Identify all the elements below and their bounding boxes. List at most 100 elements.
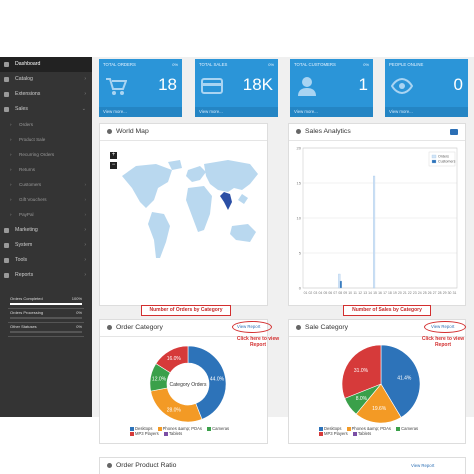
chevron-right-icon: ›	[10, 197, 12, 202]
x-tick-label: 05	[323, 291, 327, 295]
sidebar-item-marketing[interactable]: Marketing ›	[0, 223, 92, 238]
highlighted-country[interactable]	[220, 192, 232, 210]
data-label: 44.0%	[210, 376, 225, 382]
order-product-ratio-panel: Order Product Ratio View Report	[99, 457, 466, 474]
tile-total-sales: TOTAL SALES 0% 18K View more...	[195, 59, 278, 117]
chevron-right-icon: ›	[84, 212, 86, 217]
legend-swatch	[163, 431, 168, 436]
sidebar-sub-recurring-orders[interactable]: › Recurring Orders	[0, 147, 92, 162]
pie-slice	[187, 345, 227, 420]
world-map[interactable]	[118, 154, 264, 274]
panel-title: Sale Category	[305, 324, 349, 331]
sidebar-sub-returns[interactable]: › Returns	[0, 162, 92, 177]
pie-chart-icon	[107, 463, 112, 468]
credit-card-icon	[201, 78, 223, 94]
chevron-right-icon: ›	[84, 197, 86, 202]
bar-orders	[372, 175, 376, 289]
sidebar-item-catalog[interactable]: Catalog ›	[0, 72, 92, 87]
x-tick-label: 23	[413, 291, 417, 295]
x-tick-label: 20	[398, 291, 402, 295]
x-tick-label: 30	[448, 291, 452, 295]
legend-swatch	[352, 431, 357, 436]
legend-item: Phones &amp; PDAs	[351, 426, 391, 431]
pie-slice	[155, 345, 189, 374]
y-tick-label: 0	[299, 286, 302, 291]
legend-item: Orders	[438, 155, 449, 159]
zoom-in-button[interactable]: +	[110, 152, 117, 159]
x-tick-label: 10	[348, 291, 352, 295]
cart-icon	[106, 78, 127, 95]
x-tick-label: 21	[403, 291, 407, 295]
legend-item: Tablets	[357, 431, 372, 436]
data-label: 19.6%	[372, 406, 387, 412]
sidebar-item-sales[interactable]: Sales ⌄	[0, 102, 92, 117]
chevron-right-icon: ›	[84, 257, 86, 263]
x-tick-label: 29	[443, 291, 447, 295]
x-tick-label: 27	[433, 291, 437, 295]
x-tick-label: 09	[343, 291, 347, 295]
data-label: 31.0%	[354, 368, 369, 374]
status-orders-processing: Orders Processing 0%	[8, 309, 84, 323]
chevron-right-icon: ›	[10, 167, 12, 172]
order-category-panel: Order Category View Report 44.0% 28.0% 12.…	[99, 319, 268, 444]
sidebar-item-extensions[interactable]: Extensions ›	[0, 87, 92, 102]
legend-item: Cameras	[212, 426, 230, 431]
plot-frame	[302, 147, 458, 289]
x-tick-label: 26	[428, 291, 432, 295]
panel-header: Sale Category	[289, 320, 465, 337]
sales-analytics-panel: Sales Analytics 0 5 10 15 20 01 02 03 04 05 06 07 08…	[288, 123, 466, 306]
admin-dashboard: Dashboard Catalog › Extensions › Sales ⌄…	[0, 57, 474, 474]
x-tick-label: 12	[358, 291, 362, 295]
highlight-ring	[232, 321, 272, 333]
order-category-chart: 44.0% 28.0% 12.0% 16.0% Category Orders	[149, 345, 227, 423]
view-more-link[interactable]: View more...	[195, 107, 278, 117]
view-more-link[interactable]: View more...	[385, 107, 468, 117]
data-label: 12.0%	[152, 376, 167, 382]
hint-view-report: Click here to view Report	[421, 336, 465, 348]
sidebar-item-system[interactable]: System ›	[0, 238, 92, 253]
sidebar-sub-orders[interactable]: › Orders	[0, 117, 92, 132]
view-more-link[interactable]: View more...	[290, 107, 373, 117]
x-tick-label: 11	[353, 291, 357, 295]
sidebar-sub-product-sale[interactable]: › Product Sale	[0, 132, 92, 147]
x-tick-label: 25	[423, 291, 427, 295]
chevron-right-icon: ›	[10, 152, 12, 157]
view-report-link[interactable]: View Report	[411, 463, 435, 468]
legend-item: Desktops	[135, 426, 153, 431]
x-tick-label: 18	[388, 291, 392, 295]
puzzle-icon	[4, 92, 9, 97]
order-category-legend: Desktops Phones &amp; PDAs Cameras MP3 P…	[130, 426, 233, 436]
x-tick-label: 17	[383, 291, 387, 295]
sidebar-item-reports[interactable]: Reports ›	[0, 268, 92, 283]
panel-header: World Map	[100, 124, 267, 141]
x-tick-label: 06	[328, 291, 332, 295]
legend-item: Tablets	[168, 431, 183, 436]
sidebar-sub-customers[interactable]: › Customers ›	[0, 177, 92, 192]
x-tick-label: 22	[408, 291, 412, 295]
gear-icon	[4, 243, 9, 248]
view-more-link[interactable]: View more...	[99, 107, 182, 117]
pie-slice	[380, 344, 421, 418]
panel-header: Order Category	[100, 320, 267, 337]
y-tick-label: 5	[299, 251, 302, 256]
x-tick-label: 07	[333, 291, 337, 295]
status-other-statuses: Other Statuses 0%	[8, 323, 84, 337]
tile-people-online: PEOPLE ONLINE 0 View more...	[385, 59, 468, 117]
legend-swatch	[346, 426, 351, 431]
data-label: 28.0%	[167, 408, 182, 414]
calendar-dropdown-icon[interactable]	[450, 129, 458, 135]
sidebar-sub-paypal[interactable]: › PayPal ›	[0, 207, 92, 222]
x-tick-label: 03	[314, 291, 318, 295]
world-map-panel: World Map + −	[99, 123, 268, 306]
sidebar-item-dashboard[interactable]: Dashboard	[0, 57, 92, 72]
zoom-out-button[interactable]: −	[110, 162, 117, 169]
data-label: 8.0%	[356, 396, 368, 402]
globe-icon	[107, 129, 112, 134]
progress-fill	[10, 303, 82, 305]
dashboard-icon	[4, 62, 9, 67]
sidebar-sub-gift-vouchers[interactable]: › Gift Vouchers ›	[0, 192, 92, 207]
legend-swatch	[319, 431, 323, 436]
tag-icon	[4, 77, 9, 82]
sidebar-item-tools[interactable]: Tools ›	[0, 253, 92, 268]
legend-swatch	[319, 426, 323, 431]
